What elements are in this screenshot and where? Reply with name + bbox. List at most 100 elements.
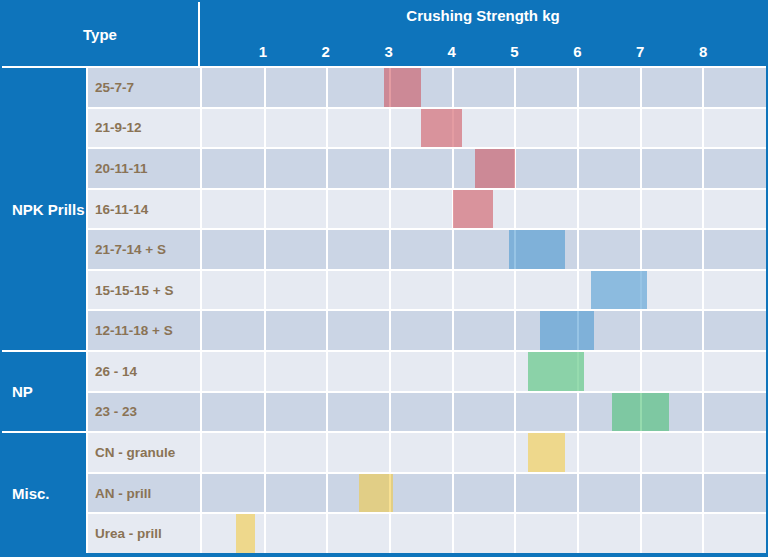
strength-bar [236, 514, 255, 553]
axis-ticks: 12345678 [200, 42, 766, 64]
gridline [452, 433, 454, 472]
strength-bar [528, 352, 584, 391]
strength-bar [528, 433, 566, 472]
axis-tick-label: 7 [636, 42, 644, 62]
gridline [264, 514, 266, 553]
gridline [577, 474, 579, 513]
row-label: 15-15-15 + S [88, 271, 200, 310]
gridline [452, 352, 454, 391]
strength-bar [509, 230, 565, 269]
gridline [326, 68, 328, 107]
gridline [577, 433, 579, 472]
gridline [640, 514, 642, 553]
gridline [577, 393, 579, 432]
gridline [514, 514, 516, 553]
strength-bar [612, 393, 668, 432]
gridline [326, 352, 328, 391]
gridline [389, 109, 391, 148]
gridline [514, 68, 516, 107]
gridline [326, 230, 328, 269]
gridline [389, 190, 391, 229]
gridline [264, 311, 266, 350]
row-label: Urea - prill [88, 514, 200, 553]
gridline [264, 433, 266, 472]
gridline [702, 352, 704, 391]
strength-bar [359, 474, 393, 513]
gridline [514, 271, 516, 310]
group-cell-npk-prills: NPK Prills [2, 68, 86, 350]
gridline [640, 311, 642, 350]
gridline [702, 271, 704, 310]
gridline [577, 514, 579, 553]
gridline [702, 311, 704, 350]
gridline [452, 68, 454, 107]
group-cell-misc-: Misc. [2, 433, 86, 553]
gridline [640, 109, 642, 148]
chart-header: Crushing Strength kg 12345678 [200, 2, 766, 66]
gridline [514, 474, 516, 513]
gridline [702, 514, 704, 553]
row-label: 12-11-18 + S [88, 311, 200, 350]
axis-tick-label: 8 [699, 42, 707, 62]
table-row-plot [202, 271, 766, 310]
table-row-plot [202, 109, 766, 148]
strength-bar [540, 311, 593, 350]
gridline [389, 271, 391, 310]
gridline [326, 474, 328, 513]
gridline [702, 474, 704, 513]
axis-tick-label: 6 [573, 42, 581, 62]
type-column-header: Type [2, 2, 200, 66]
gridline [326, 190, 328, 229]
gridline [452, 271, 454, 310]
row-label: 16-11-14 [88, 190, 200, 229]
gridline [702, 68, 704, 107]
gridline [577, 68, 579, 107]
row-label: CN - granule [88, 433, 200, 472]
chart-body: NPK Prills25-7-721-9-1220-11-1116-11-142… [2, 68, 766, 553]
table-row-plot [202, 68, 766, 107]
gridline [577, 149, 579, 188]
row-label: 21-9-12 [88, 109, 200, 148]
gridline [264, 149, 266, 188]
table-row-plot [202, 311, 766, 350]
gridline [452, 230, 454, 269]
gridline [389, 433, 391, 472]
gridline [577, 109, 579, 148]
table-row-plot [202, 352, 766, 391]
row-label: 20-11-11 [88, 149, 200, 188]
gridline [389, 149, 391, 188]
gridline [577, 190, 579, 229]
crushing-strength-table: Type Crushing Strength kg 12345678 NPK P… [0, 0, 768, 557]
table-row-plot [202, 149, 766, 188]
axis-tick-label: 2 [322, 42, 330, 62]
row-label: 26 - 14 [88, 352, 200, 391]
gridline [326, 109, 328, 148]
gridline [326, 433, 328, 472]
gridline [452, 393, 454, 432]
table-row-plot [202, 514, 766, 553]
gridline [452, 474, 454, 513]
table-row-plot [202, 393, 766, 432]
row-label: AN - prill [88, 474, 200, 513]
row-label: 21-7-14 + S [88, 230, 200, 269]
gridline [389, 393, 391, 432]
row-label: 25-7-7 [88, 68, 200, 107]
gridline [514, 190, 516, 229]
gridline [389, 352, 391, 391]
gridline [702, 433, 704, 472]
gridline [640, 149, 642, 188]
table-row-plot [202, 190, 766, 229]
strength-bar [591, 271, 647, 310]
gridline [264, 190, 266, 229]
axis-tick-label: 4 [447, 42, 455, 62]
gridline [452, 514, 454, 553]
gridline [326, 149, 328, 188]
gridline [514, 311, 516, 350]
table-row-plot [202, 474, 766, 513]
axis-tick-label: 3 [384, 42, 392, 62]
table-row-plot [202, 230, 766, 269]
gridline [577, 271, 579, 310]
gridline [452, 149, 454, 188]
axis-tick-label: 5 [510, 42, 518, 62]
gridline [264, 271, 266, 310]
